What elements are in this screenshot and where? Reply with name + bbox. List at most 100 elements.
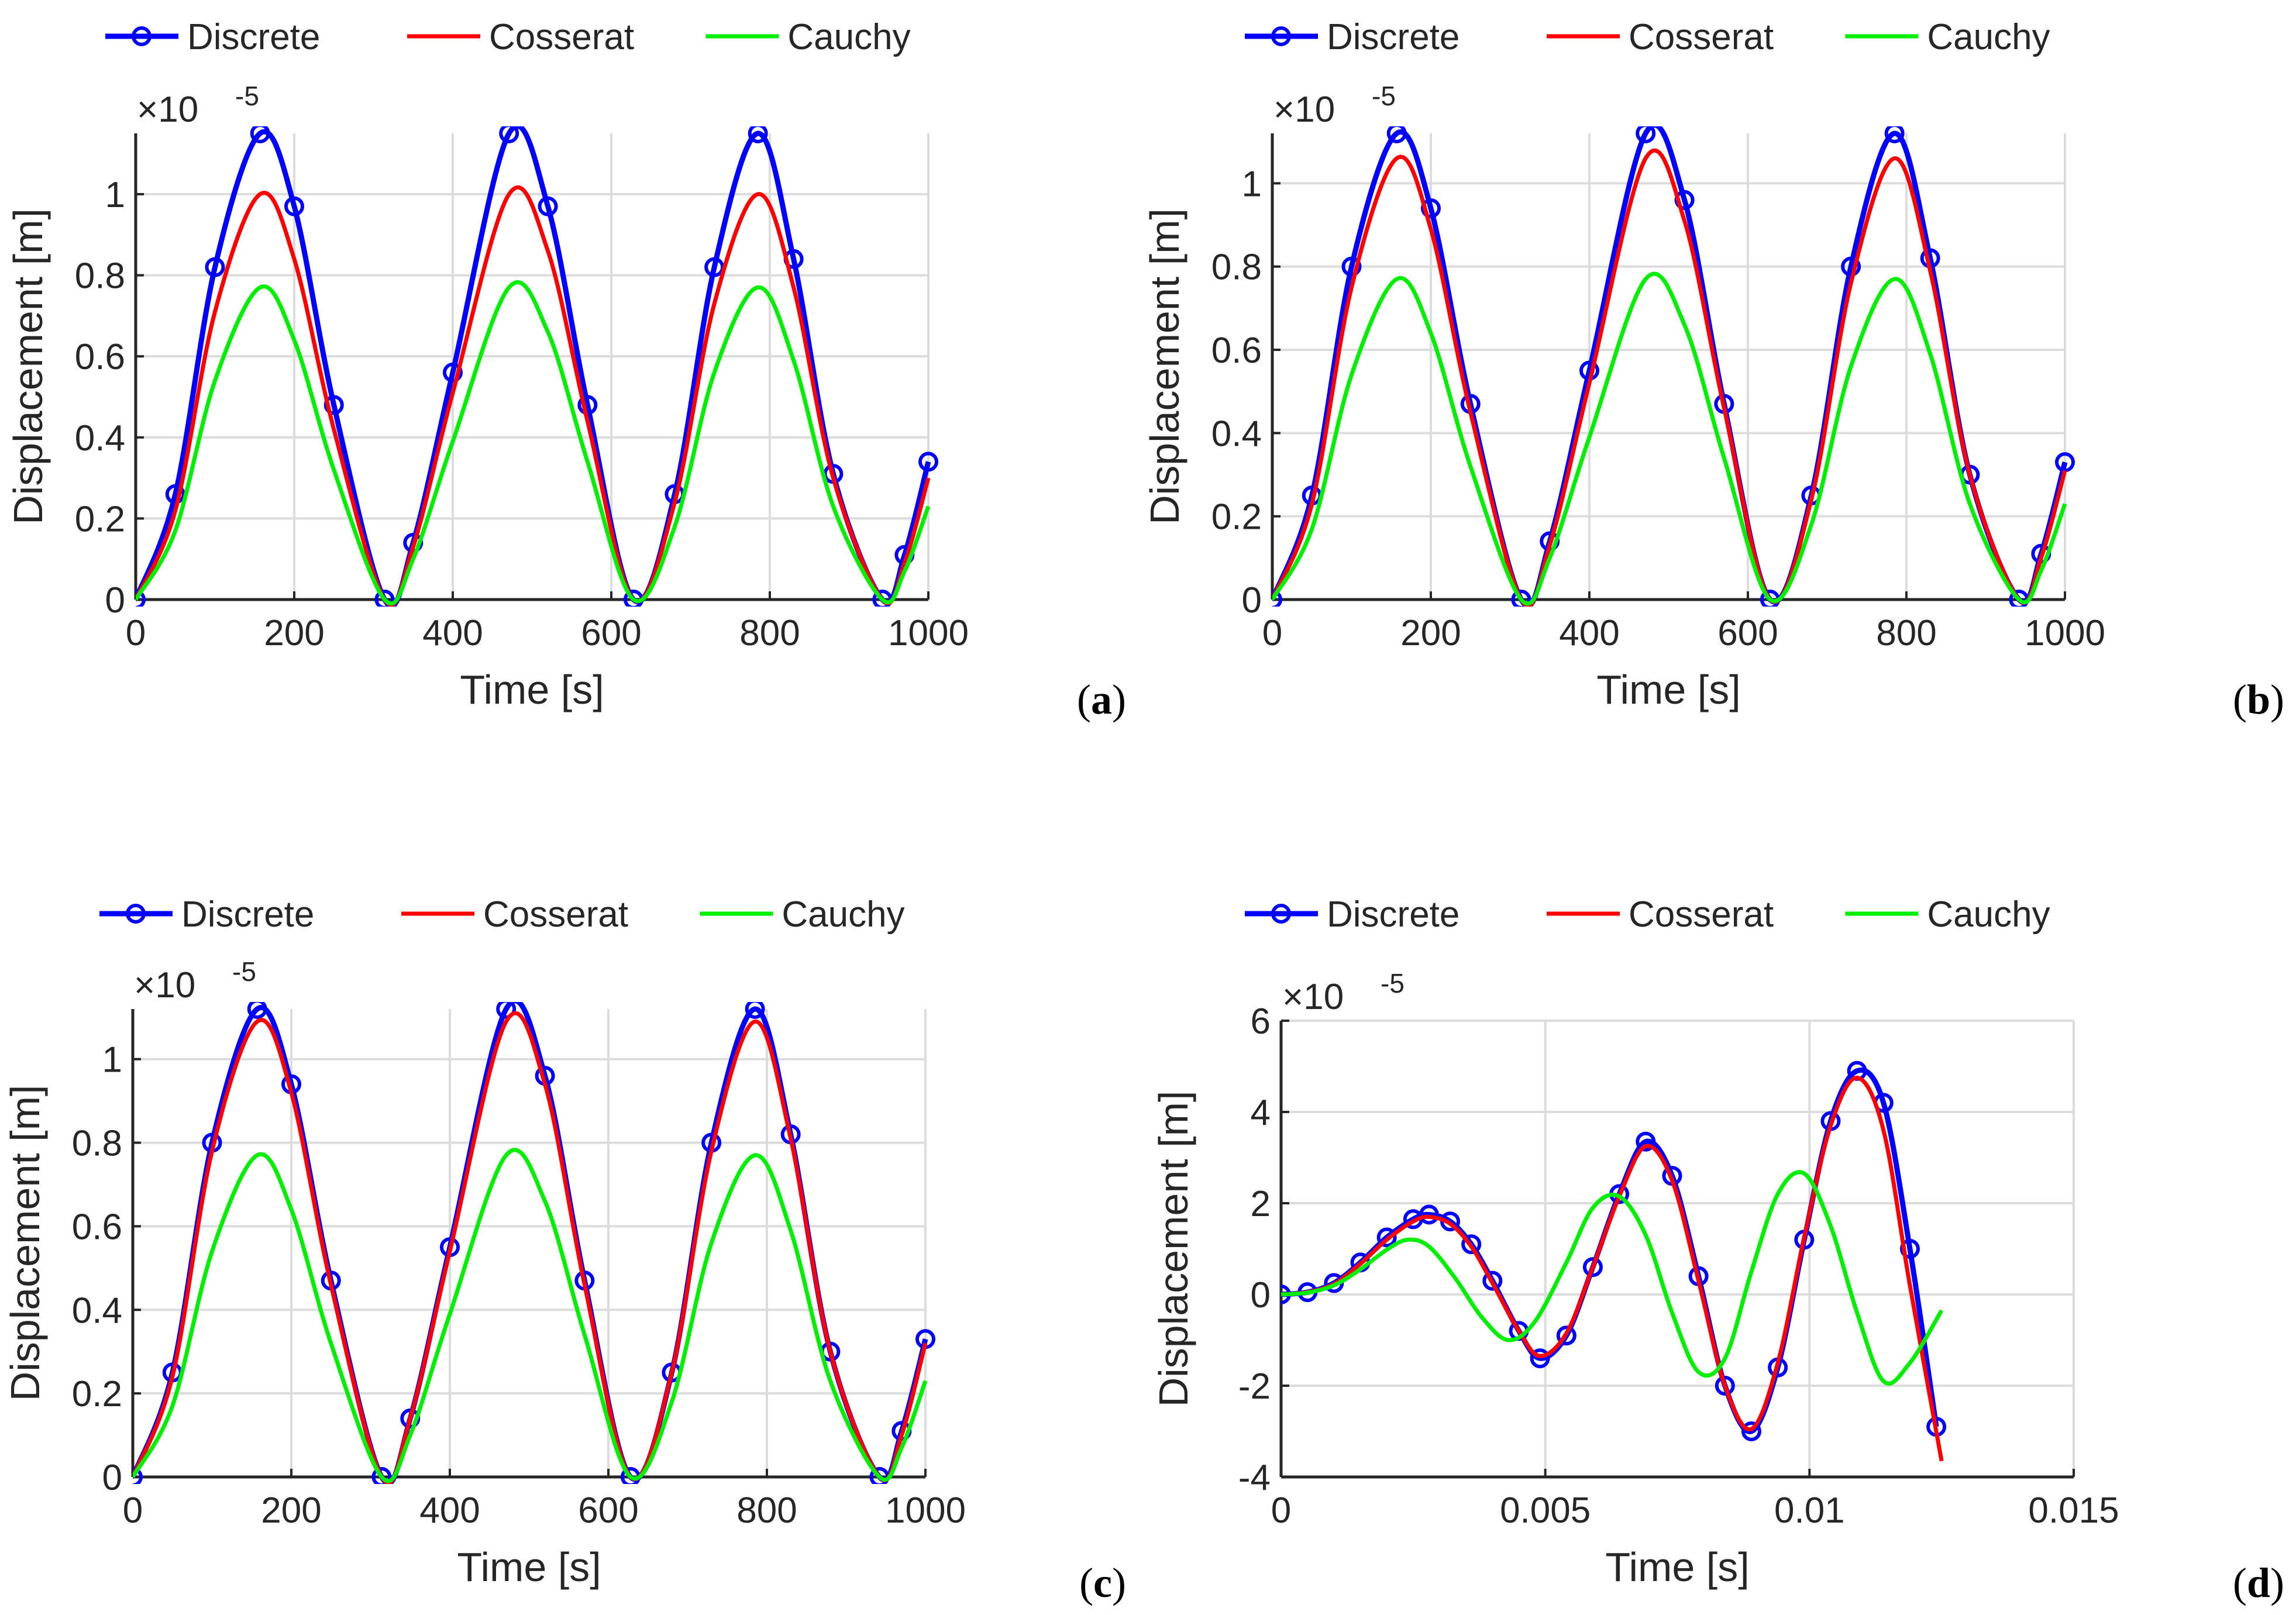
data-point-discrete [133, 1467, 143, 1484]
axis-exponent-label: ×10 [1282, 977, 1344, 1017]
y-tick-label: 0.6 [72, 1207, 122, 1247]
x-tick-label: 800 [1876, 613, 1936, 653]
panel-label: (a) [1077, 676, 1126, 723]
data-point-discrete [499, 126, 519, 143]
y-axis-title: Displacement [m] [1142, 208, 1187, 525]
y-tick-label: 0.4 [72, 1290, 122, 1331]
data-point-discrete [1530, 1348, 1550, 1369]
data-point-discrete [1386, 126, 1407, 143]
x-tick-label: 1000 [2025, 613, 2105, 653]
series-line-cauchy [133, 1148, 928, 1483]
plot-area [1281, 1060, 1947, 1462]
data-point-discrete [538, 196, 558, 216]
y-tick-label: 0.4 [1211, 414, 1262, 454]
legend-label-discrete: Discrete [1327, 894, 1459, 935]
series-line-cauchy [1281, 1170, 1944, 1386]
legend-label-cosserat: Cosserat [489, 17, 634, 57]
x-tick-label: 800 [739, 613, 800, 653]
legend-label-discrete: Discrete [1327, 17, 1459, 57]
data-point-discrete [1884, 126, 1905, 143]
x-tick-label: 0 [126, 613, 146, 653]
data-point-discrete [1421, 198, 1441, 219]
legend-label-cauchy: Cauchy [1927, 17, 2050, 57]
y-tick-label: 1 [102, 1040, 122, 1080]
legend-marker [126, 904, 146, 924]
legend-label-cauchy: Cauchy [782, 894, 904, 935]
data-point-discrete [1636, 1131, 1656, 1152]
data-point-discrete [136, 590, 146, 607]
y-tick-label: 0 [1251, 1275, 1271, 1316]
data-point-discrete [745, 1002, 765, 1019]
y-tick-label: 0.2 [72, 1374, 122, 1414]
plot-area [1272, 126, 2075, 607]
chart-panel-c: 0 200 400 600 800 1000 0 0.2 0.4 0.6 0.8 1 ×10 -5 Time… [2, 894, 1126, 1606]
y-tick-label: 0.6 [75, 337, 125, 377]
chart-panel-d: 0 0.005 0.01 0.015 -4 -2 0 2 4 6 ×10 -5 Time [s] Disp… [1151, 894, 2284, 1606]
legend-label-discrete: Discrete [187, 17, 320, 57]
data-point-discrete [1556, 1325, 1576, 1346]
data-point-discrete [284, 196, 304, 216]
data-point-discrete [323, 395, 344, 415]
axis-exponent-label: ×10 [137, 89, 198, 130]
x-tick-label: 1000 [885, 1490, 966, 1531]
data-point-discrete [1741, 1421, 1761, 1441]
x-tick-label: 200 [264, 613, 324, 653]
y-tick-label: -4 [1238, 1458, 1271, 1498]
axis-exponent-label: ×10 [1273, 89, 1335, 130]
y-tick-label: 0.2 [1211, 497, 1262, 538]
y-tick-label: 0.8 [75, 256, 125, 297]
x-tick-label: 800 [736, 1490, 797, 1531]
data-point-discrete [496, 1002, 517, 1019]
x-tick-label: 400 [422, 613, 483, 653]
x-tick-label: 600 [581, 613, 641, 653]
series-line-discrete [133, 1002, 928, 1484]
data-point-discrete [247, 1002, 267, 1019]
data-point-discrete [1899, 1239, 1920, 1259]
axis-exponent-value: -5 [235, 81, 259, 111]
legend-marker [1271, 904, 1291, 924]
data-point-discrete [1511, 590, 1531, 607]
data-point-discrete [1715, 1376, 1735, 1396]
legend-label-cosserat: Cosserat [1629, 894, 1774, 935]
axis-exponent-value: -5 [1381, 968, 1405, 998]
legend-label-discrete: Discrete [181, 894, 314, 935]
axis-exponent-value: -5 [1372, 81, 1396, 111]
y-tick-label: 0.2 [75, 499, 125, 539]
series-line-cosserat [133, 1011, 928, 1484]
x-tick-label: 400 [1559, 613, 1619, 653]
legend-label-cosserat: Cosserat [483, 894, 628, 935]
data-point-discrete [1482, 1270, 1503, 1291]
data-point-discrete [1419, 1204, 1439, 1225]
x-tick-label: 0 [1262, 613, 1282, 653]
data-point-discrete [374, 590, 395, 607]
y-tick-label: 0 [1242, 580, 1262, 621]
x-tick-label: 200 [1400, 613, 1461, 653]
x-tick-label: 600 [1717, 613, 1778, 653]
y-tick-label: 4 [1251, 1093, 1271, 1133]
y-tick-label: 2 [1251, 1184, 1271, 1224]
legend-label-cauchy: Cauchy [787, 17, 910, 57]
data-point-discrete [1636, 126, 1656, 143]
x-tick-label: 0 [1271, 1490, 1291, 1531]
x-tick-label: 1000 [888, 613, 969, 653]
plot-area [133, 1002, 935, 1484]
data-point-discrete [443, 362, 463, 383]
x-tick-label: 200 [261, 1490, 321, 1531]
data-point-discrete [250, 126, 270, 143]
legend: Discrete Cosserat Cauchy [105, 17, 911, 57]
data-point-discrete [1341, 256, 1362, 277]
x-axis-title: Time [s] [460, 667, 604, 712]
data-point-discrete [1376, 1227, 1397, 1248]
y-tick-label: -2 [1238, 1366, 1271, 1407]
x-tick-label: 0 [123, 1490, 143, 1531]
y-axis-title: Displacement [m] [5, 208, 51, 525]
series-line-cosserat [1281, 1076, 1944, 1462]
y-tick-label: 0.8 [72, 1124, 122, 1164]
y-tick-label: 1 [1242, 164, 1262, 204]
data-point-discrete [918, 452, 938, 472]
axis-exponent-value: -5 [232, 956, 256, 987]
series-line-cauchy [1272, 271, 2067, 606]
y-axis-title: Displacement [m] [1151, 1091, 1196, 1407]
y-tick-label: 0 [102, 1458, 122, 1498]
